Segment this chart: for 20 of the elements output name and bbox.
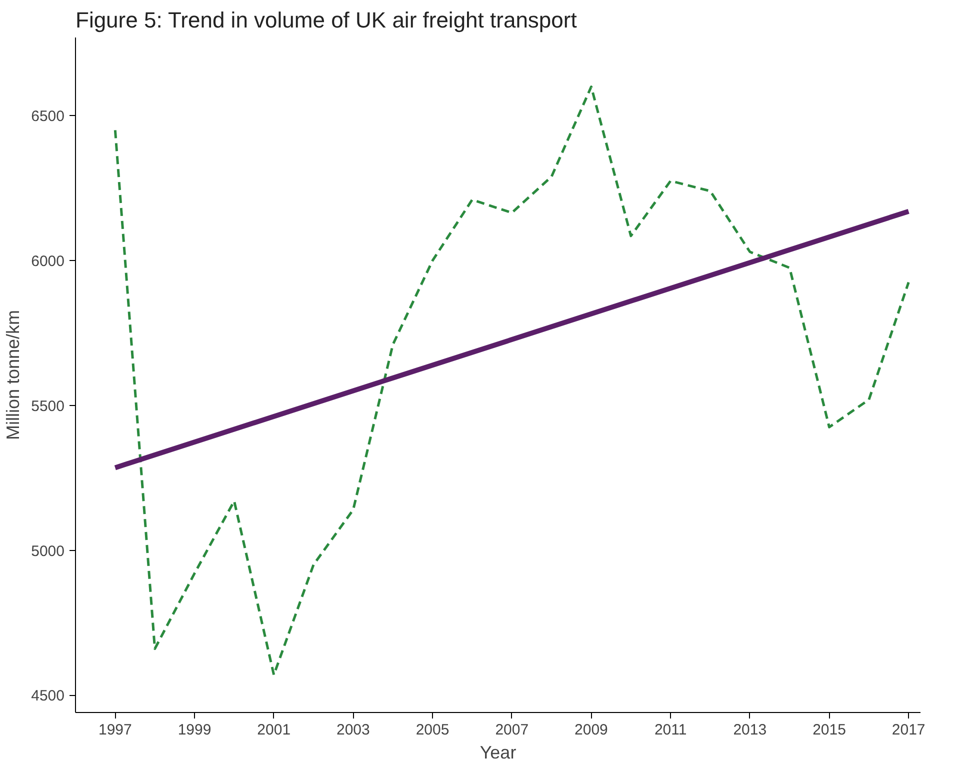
y-axis-title: Million tonne/km: [3, 310, 24, 440]
y-tick-label: 6000: [31, 253, 65, 270]
x-tick-label: 1997: [98, 722, 132, 738]
x-axis-title: Year: [480, 742, 516, 762]
x-tick-label: 2011: [654, 722, 687, 738]
x-tick-label: 2007: [495, 722, 529, 738]
x-tick-label: 1999: [178, 722, 212, 738]
x-tick-label: 2001: [257, 722, 291, 738]
y-tick-label: 5500: [31, 398, 65, 415]
x-tick-label: 2009: [574, 722, 608, 738]
y-tick-label: 4500: [31, 688, 65, 705]
x-tick-label: 2003: [336, 722, 370, 738]
x-tick-label: 2017: [892, 722, 926, 738]
line-series: [114, 86, 910, 676]
x-tick-label: 2015: [812, 722, 846, 738]
y-tick-label: 6500: [31, 108, 65, 126]
x-tick-label: 2005: [416, 722, 450, 738]
y-tick-label: 5000: [31, 542, 65, 560]
x-tick-label: 2013: [733, 722, 767, 738]
chart-title: Figure 5: Trend in volume of UK air freight transport: [76, 8, 577, 32]
